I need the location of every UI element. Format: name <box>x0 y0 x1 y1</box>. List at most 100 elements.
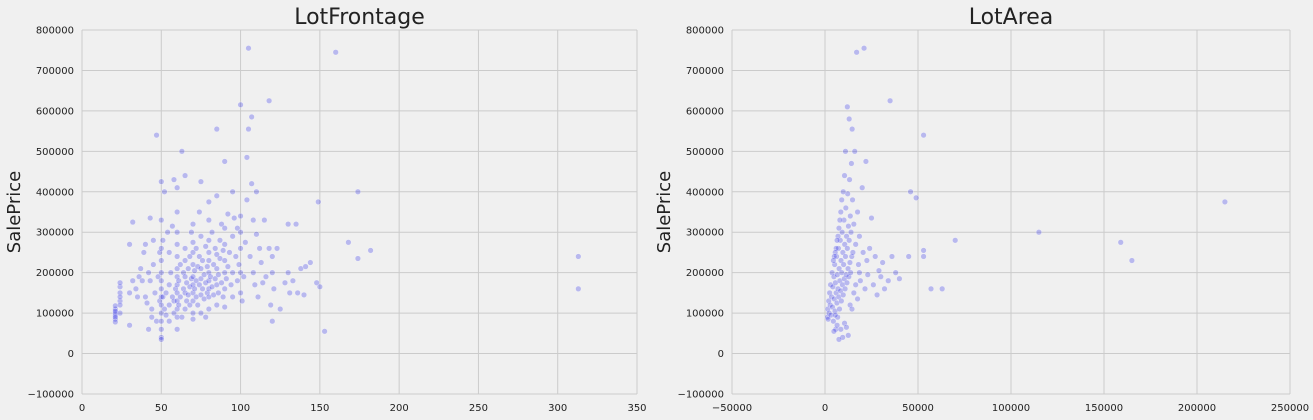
scatter-point <box>892 269 899 276</box>
scatter-point <box>158 293 165 300</box>
scatter-point <box>174 241 181 248</box>
chart-1: −50000 0 50000 100000 150000 200000 250000 −100… <box>654 5 1309 414</box>
scatter-point <box>166 249 173 256</box>
scatter-point <box>836 217 843 224</box>
scatter-point <box>158 245 165 252</box>
y-tick-label: 500000 <box>686 147 724 158</box>
scatter-point <box>205 217 212 224</box>
scatter-point <box>213 251 220 258</box>
scatter-point <box>269 253 276 260</box>
scatter-point <box>877 273 884 280</box>
scatter-point <box>166 301 173 309</box>
scatter-point <box>169 223 176 230</box>
scatter-point <box>269 318 276 325</box>
y-tick-label: 600000 <box>686 106 724 117</box>
scatter-point <box>838 269 845 276</box>
scatter-point <box>834 322 841 329</box>
scatter-point <box>215 289 222 296</box>
scatter-point <box>245 126 252 133</box>
scatter-point <box>137 265 144 272</box>
scatter-point <box>213 265 220 272</box>
scatter-point <box>851 148 858 155</box>
scatter-point <box>221 303 228 311</box>
scatter-point <box>243 154 250 161</box>
y-tick-label: 100000 <box>36 309 74 320</box>
scatter-point <box>158 301 165 309</box>
scatter-point <box>316 283 323 290</box>
y-tick-label: −100000 <box>677 390 724 401</box>
scatter-point <box>159 237 166 244</box>
y-tick-label: 400000 <box>36 187 74 198</box>
scatter-point <box>321 328 328 335</box>
scatter-point <box>839 229 846 236</box>
scatter-point <box>183 279 190 286</box>
scatter-point <box>832 312 839 319</box>
scatter-point <box>1221 198 1228 205</box>
scatter-point <box>153 132 160 139</box>
scatter-point <box>849 196 856 203</box>
scatter-point <box>256 245 263 252</box>
scatter-point <box>205 249 212 256</box>
scatter-point <box>844 190 851 197</box>
scatter-point <box>251 281 258 288</box>
scatter-point <box>139 277 146 284</box>
scatter-point <box>952 237 959 244</box>
scatter-point <box>216 237 224 244</box>
scatter-point <box>277 306 284 313</box>
scatter-point <box>834 314 841 321</box>
scatter-point <box>158 318 165 325</box>
scatter-point <box>367 247 374 254</box>
scatter-point <box>315 198 322 205</box>
scatter-point <box>863 257 870 264</box>
scatter-point <box>237 245 244 252</box>
scatter-point <box>864 271 871 278</box>
scatter-point <box>221 257 228 264</box>
y-tick-label: 400000 <box>686 187 724 198</box>
scatter-point <box>174 208 181 216</box>
scatter-point <box>927 285 935 292</box>
scatter-point <box>837 326 844 333</box>
scatter-point <box>243 196 250 203</box>
scatter-point <box>175 301 182 309</box>
x-tick-label: 100000 <box>992 403 1030 414</box>
scatter-point <box>833 299 840 307</box>
scatter-point <box>258 259 265 266</box>
scatter-point <box>830 318 837 325</box>
scatter-point <box>345 239 352 246</box>
scatter-point <box>164 229 171 236</box>
scatter-point <box>126 322 133 329</box>
scatter-point <box>1035 229 1042 236</box>
scatter-point <box>913 194 920 201</box>
scatter-point <box>197 178 204 185</box>
scatter-point <box>856 233 863 240</box>
scatter-point <box>142 293 149 300</box>
x-tick-label: 50 <box>155 403 168 414</box>
scatter-point <box>213 192 220 199</box>
scatter-point <box>896 275 903 282</box>
scatter-point <box>189 249 197 256</box>
scatter-point <box>197 291 204 298</box>
scatter-point <box>126 241 133 248</box>
y-tick-label: 0 <box>68 349 74 360</box>
scatter-point <box>849 249 856 256</box>
scatter-point <box>186 301 193 309</box>
scatter-point <box>302 263 309 270</box>
scatter-point <box>254 293 262 300</box>
scatter-point <box>189 297 197 305</box>
scatter-point <box>223 275 230 282</box>
y-axis-label: SalePrice <box>4 171 25 253</box>
scatter-point <box>575 253 582 260</box>
scatter-point <box>158 178 165 185</box>
scatter-point <box>155 273 162 280</box>
scatter-point <box>166 281 173 288</box>
scatter-point <box>117 279 124 286</box>
scatter-point <box>847 212 854 220</box>
scatter-point <box>129 277 136 284</box>
scatter-point <box>218 221 225 228</box>
scatter-point <box>213 301 220 309</box>
scatter-point <box>220 293 227 300</box>
scatter-point <box>183 297 190 305</box>
scatter-point <box>126 289 133 296</box>
scatter-point <box>166 318 173 325</box>
scatter-point <box>847 229 855 236</box>
